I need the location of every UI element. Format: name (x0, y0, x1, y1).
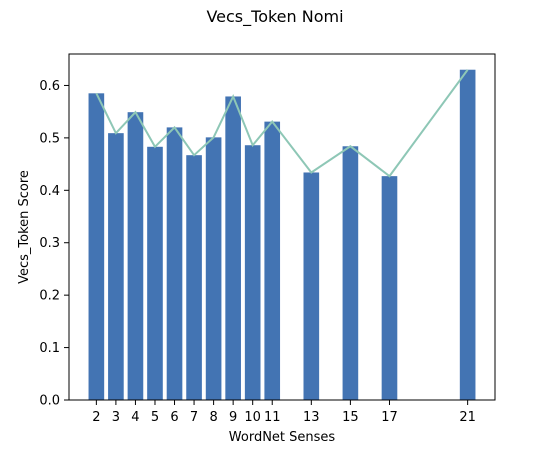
x-tick-label-13: 13 (303, 410, 320, 425)
x-tick-label-5: 5 (151, 410, 159, 425)
y-tick-label-0.6: 0.6 (39, 79, 60, 94)
x-tick-label-10: 10 (244, 410, 261, 425)
bar-9 (225, 96, 241, 401)
bar-13 (303, 172, 320, 400)
x-tick-label-15: 15 (342, 410, 359, 425)
y-tick-label-0.3: 0.3 (39, 236, 60, 251)
bar-6 (166, 127, 183, 401)
bar-15 (342, 146, 359, 400)
bar-17 (381, 176, 398, 400)
x-tick-label-9: 9 (229, 410, 237, 425)
bars-group (88, 69, 476, 401)
bar-3 (108, 133, 124, 401)
x-axis-ticks: 2 3 4 5 6 7 8 9 10 11 13 15 17 21 (92, 400, 476, 425)
x-tick-label-3: 3 (112, 410, 120, 425)
bar-10 (244, 145, 261, 400)
bar-2 (88, 93, 105, 401)
y-tick-label-0.4: 0.4 (39, 184, 60, 199)
bar-11 (264, 121, 281, 401)
bar-7 (186, 155, 202, 400)
x-tick-label-2: 2 (92, 410, 100, 425)
x-tick-label-11: 11 (264, 410, 281, 425)
x-tick-label-17: 17 (381, 410, 398, 425)
x-tick-label-4: 4 (131, 410, 139, 425)
bar-4 (127, 112, 144, 400)
trend-line-group (95, 69, 469, 178)
x-axis-label: WordNet Senses (229, 430, 336, 445)
x-tick-label-8: 8 (209, 410, 217, 425)
bar-21 (459, 69, 476, 401)
x-tick-label-7: 7 (190, 410, 198, 425)
x-tick-label-6: 6 (170, 410, 178, 425)
bar-5 (147, 146, 163, 400)
y-axis-label: Vecs_Token Score (17, 170, 32, 284)
chart-title: Vecs_Token Nomi (206, 7, 343, 27)
y-tick-label-0.5: 0.5 (39, 131, 60, 146)
y-tick-label-0.2: 0.2 (39, 289, 60, 304)
y-axis-ticks: 0.0 0.1 0.2 0.3 0.4 0.5 0.6 (39, 79, 69, 409)
bar-8 (205, 137, 222, 400)
trend-line (95, 69, 469, 178)
y-tick-label-0.1: 0.1 (39, 341, 60, 356)
x-tick-label-21: 21 (459, 410, 476, 425)
y-tick-label-0.0: 0.0 (39, 394, 60, 409)
plot-frame (68, 53, 496, 401)
